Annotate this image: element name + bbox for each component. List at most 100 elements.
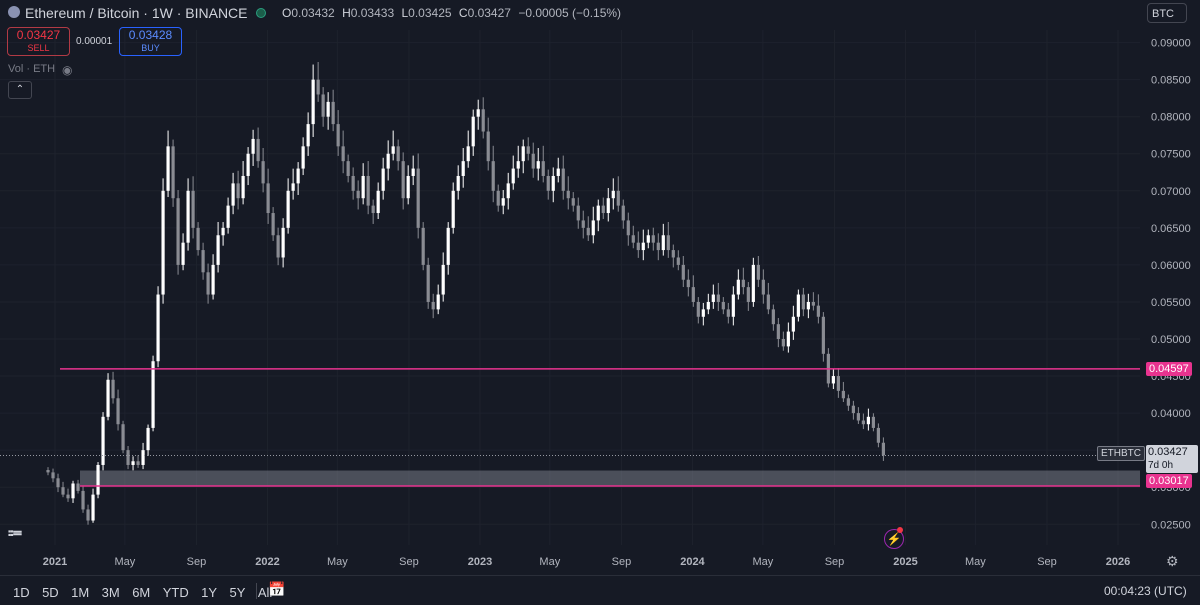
x-tick-label: Sep bbox=[1037, 556, 1057, 568]
x-tick-label: Sep bbox=[612, 556, 632, 568]
candle-body bbox=[661, 235, 665, 251]
candle-body bbox=[76, 483, 80, 491]
candle-body bbox=[706, 301, 710, 310]
candle-body bbox=[881, 442, 885, 456]
divider bbox=[256, 583, 257, 599]
symbol-title[interactable]: Ethereum / Bitcoin · 1W · BINANCE bbox=[25, 5, 248, 21]
candle-body bbox=[481, 109, 485, 132]
range-5y[interactable]: 5Y bbox=[229, 585, 246, 600]
candle-body bbox=[746, 287, 750, 302]
candle-body bbox=[331, 101, 335, 125]
candle-body bbox=[171, 146, 175, 199]
tradingview-logo-icon[interactable]: ⩴ bbox=[8, 522, 22, 541]
candle-body bbox=[121, 424, 125, 451]
currency-button[interactable]: BTC bbox=[1147, 3, 1187, 23]
x-tick-label: Sep bbox=[187, 556, 207, 568]
candle-body bbox=[341, 146, 345, 162]
range-3m[interactable]: 3M bbox=[101, 585, 120, 600]
candle-body bbox=[251, 138, 255, 154]
buy-button[interactable]: 0.03428 BUY bbox=[119, 27, 182, 56]
date-range-icon[interactable]: 📅 bbox=[268, 581, 286, 597]
candle-body bbox=[701, 309, 705, 317]
range-5d[interactable]: 5D bbox=[42, 585, 59, 600]
candle-body bbox=[56, 478, 60, 488]
candle-body bbox=[426, 264, 430, 302]
candle-body bbox=[581, 220, 585, 228]
candle-body bbox=[756, 264, 760, 280]
candle-body bbox=[191, 190, 195, 228]
candle-body bbox=[871, 416, 875, 428]
bottom-bar: 1D 5D 1M 3M 6M YTD 1Y 5Y All 📅 00:04:23 … bbox=[0, 575, 1200, 605]
candle-body bbox=[731, 294, 735, 317]
candle-body bbox=[336, 124, 340, 147]
x-tick-label: 2023 bbox=[468, 556, 492, 568]
candle-body bbox=[621, 205, 625, 221]
symbol-logo-icon[interactable] bbox=[8, 6, 20, 18]
volume-label[interactable]: Vol · ETH bbox=[8, 63, 56, 75]
candle-body bbox=[316, 79, 320, 95]
range-ytd[interactable]: YTD bbox=[162, 585, 189, 600]
candle-body bbox=[156, 294, 160, 362]
sell-label: SELL bbox=[27, 43, 50, 53]
lightning-icon[interactable]: ⚡ bbox=[884, 529, 904, 549]
eye-icon[interactable]: ◉ bbox=[62, 63, 73, 77]
candle-body bbox=[681, 264, 685, 280]
notification-dot bbox=[897, 527, 903, 533]
candle-body bbox=[436, 294, 440, 310]
candle-body bbox=[271, 213, 275, 236]
candle-body bbox=[466, 146, 470, 162]
last-price-tag: 0.03427 7d 0h bbox=[1146, 445, 1198, 473]
countdown: 7d 0h bbox=[1148, 460, 1174, 471]
settings-gear-icon[interactable]: ⚙ bbox=[1166, 553, 1179, 569]
candle-body bbox=[161, 190, 165, 295]
candle-body bbox=[786, 331, 790, 347]
candle-body bbox=[836, 376, 840, 391]
spread-value: 0.00001 bbox=[76, 36, 113, 47]
candle-body bbox=[166, 146, 170, 191]
candle-body bbox=[721, 301, 725, 310]
range-1m[interactable]: 1M bbox=[71, 585, 90, 600]
candle-body bbox=[136, 461, 140, 465]
candle-body bbox=[861, 420, 865, 425]
y-tick-label: 0.05500 bbox=[1151, 297, 1191, 309]
candle-body bbox=[541, 161, 545, 176]
candle-body bbox=[611, 190, 615, 199]
y-tick-label: 0.02500 bbox=[1151, 519, 1191, 531]
candle-body bbox=[591, 220, 595, 236]
candle-body bbox=[736, 279, 740, 295]
range-all[interactable]: All bbox=[257, 585, 273, 600]
sell-price: 0.03427 bbox=[16, 28, 61, 42]
range-6m[interactable]: 6M bbox=[132, 585, 151, 600]
range-1y[interactable]: 1Y bbox=[201, 585, 218, 600]
candle-body bbox=[691, 287, 695, 302]
candle-body bbox=[236, 183, 240, 199]
candle-body bbox=[561, 168, 565, 191]
candle-body bbox=[416, 168, 420, 228]
zone-layer bbox=[80, 470, 1140, 486]
candle-body bbox=[276, 235, 280, 258]
market-status-icon[interactable] bbox=[256, 8, 266, 18]
candle-body bbox=[851, 405, 855, 414]
candle-body bbox=[771, 309, 775, 325]
candle-body bbox=[521, 146, 525, 162]
candle-body bbox=[446, 227, 450, 265]
utc-time[interactable]: 00:04:23 (UTC) bbox=[1104, 584, 1187, 598]
sell-button[interactable]: 0.03427 SELL bbox=[7, 27, 70, 56]
candle-body bbox=[676, 257, 680, 265]
candle-body bbox=[671, 250, 675, 258]
range-1d[interactable]: 1D bbox=[13, 585, 30, 600]
candle-body bbox=[46, 470, 50, 473]
candle-body bbox=[306, 124, 310, 147]
candle-body bbox=[536, 161, 540, 169]
candle-body bbox=[651, 235, 655, 243]
candle-body bbox=[641, 242, 645, 251]
candle-body bbox=[516, 161, 520, 169]
candle-body bbox=[221, 227, 225, 236]
symbol-tag: ETHBTC bbox=[1097, 446, 1145, 461]
y-tick-label: 0.07500 bbox=[1151, 149, 1191, 161]
candle-body bbox=[626, 220, 630, 236]
collapse-button[interactable]: ⌃ bbox=[8, 81, 32, 99]
candle-body bbox=[841, 390, 845, 399]
candle-body bbox=[636, 242, 640, 251]
